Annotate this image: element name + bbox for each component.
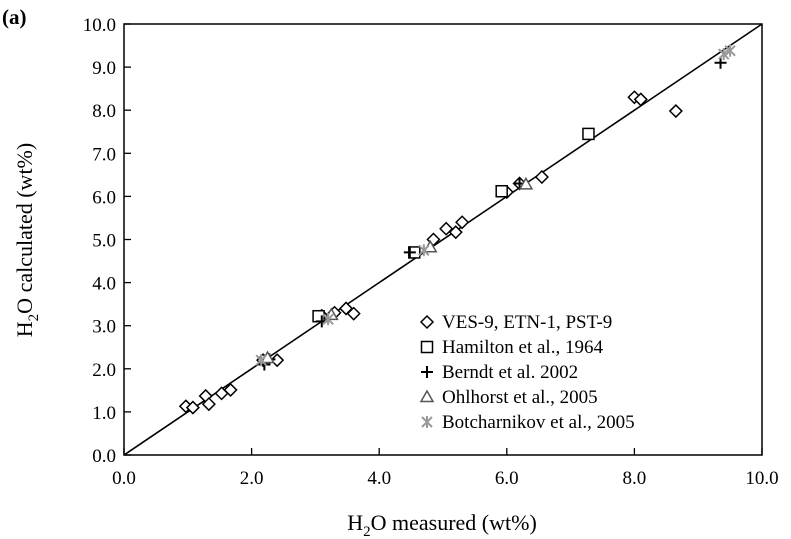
data-point-diamond — [534, 169, 549, 185]
legend-entry-label: Botcharnikov et al., 2005 — [442, 412, 635, 433]
tick-layer: 0.0 2.0 4.0 6.0 8.0 10.0 0.0 1.0 2.0 3.0 4.0 5.0 6.0… — [83, 15, 779, 489]
data-point-asterisk — [418, 244, 430, 257]
data-point-asterisk — [718, 48, 730, 61]
y-tick-label: 10.0 — [83, 15, 116, 36]
y-axis-label: H2O calculated (wt%) — [12, 143, 42, 337]
x-axis-label: H2O measured (wt%) — [347, 510, 537, 539]
legend-entry-label: Berndt et al. 2002 — [442, 362, 578, 383]
legend-entry-label: Hamilton et al., 1964 — [442, 337, 603, 358]
data-point-plus — [714, 56, 727, 69]
y-tick-label: 2.0 — [92, 360, 116, 381]
data-points — [178, 44, 736, 415]
data-point-diamond — [185, 400, 200, 415]
data-point-diamond — [633, 92, 648, 107]
data-point-diamond — [455, 215, 470, 230]
data-point-asterisk — [255, 354, 267, 367]
data-point-square — [495, 184, 508, 198]
data-point-diamond — [668, 104, 683, 119]
legend-marker-square — [420, 340, 434, 354]
data-point-diamond — [201, 397, 216, 412]
panel-label: (a) — [2, 5, 27, 29]
y-tick-label: 5.0 — [92, 231, 116, 252]
data-point-diamond — [346, 306, 361, 321]
y-tick-label: 8.0 — [92, 101, 116, 122]
y-tick-label: 0.0 — [92, 446, 116, 467]
data-point-diamond — [223, 382, 238, 397]
y-tick-label: 9.0 — [92, 58, 116, 79]
x-tick-label: 4.0 — [367, 468, 391, 489]
legend-marker-triangle — [419, 389, 435, 403]
data-point-triangle — [518, 176, 534, 190]
legend: VES-9, ETN-1, PST-9 Hamilton et al., 1964… — [419, 312, 635, 433]
y-tick-label: 3.0 — [92, 317, 116, 338]
legend-entry-label: VES-9, ETN-1, PST-9 — [442, 312, 612, 333]
legend-marker-plus — [421, 366, 433, 378]
data-point-plus — [403, 246, 416, 259]
legend-entry-label: Ohlhorst et al., 2005 — [442, 387, 598, 408]
data-point-square — [582, 127, 595, 141]
x-tick-label: 8.0 — [623, 468, 647, 489]
y-tick-label: 1.0 — [92, 403, 116, 424]
data-point-asterisk — [322, 313, 334, 326]
y-tick-label: 6.0 — [92, 187, 116, 208]
y-tick-label: 7.0 — [92, 144, 116, 165]
x-tick-label: 6.0 — [495, 468, 519, 489]
legend-marker-diamond — [419, 314, 435, 330]
data-point-diamond — [448, 225, 463, 240]
x-tick-label: 0.0 — [112, 468, 136, 489]
x-tick-label: 2.0 — [240, 468, 264, 489]
legend-marker-asterisk — [421, 416, 433, 428]
y-tick-label: 4.0 — [92, 274, 116, 295]
x-tick-label: 10.0 — [745, 468, 778, 489]
data-point-asterisk — [724, 44, 736, 57]
